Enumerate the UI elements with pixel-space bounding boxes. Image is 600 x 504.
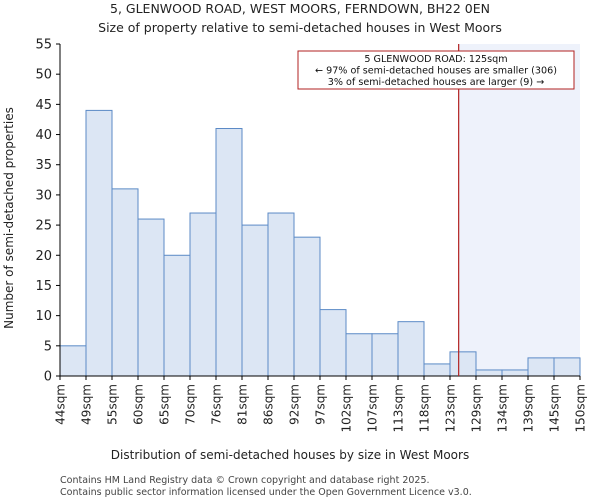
annotation-line: 3% of semi-detached houses are larger (9… [328,77,545,88]
x-tick-label: 76sqm [210,384,224,425]
x-tick-label: 81sqm [236,384,250,425]
highlight-region [458,44,580,376]
y-tick-label: 15 [35,279,52,294]
x-axis-label: Distribution of semi-detached houses by … [111,448,469,462]
y-tick-label: 25 [35,219,52,234]
chart-subtitle: Size of property relative to semi-detach… [98,20,502,35]
x-tick-label: 65sqm [158,384,172,425]
y-tick-label: 20 [35,249,52,264]
y-tick-label: 30 [35,188,52,203]
bar-118sqm [423,363,451,377]
bar-129sqm [475,369,503,377]
y-tick-label: 55 [35,38,52,53]
x-tick-label: 44sqm [54,384,68,425]
footer-line-1: Contains HM Land Registry data © Crown c… [60,475,430,486]
bar-60sqm [137,218,165,377]
bar-113sqm [397,321,425,377]
chart-title: 5, GLENWOOD ROAD, WEST MOORS, FERNDOWN, … [110,1,490,16]
x-tick-label: 145sqm [548,384,562,432]
annotation-box [297,50,575,90]
y-tick-label: 0 [44,370,52,385]
x-tick-label: 118sqm [418,384,432,432]
y-tick-label: 50 [35,68,52,83]
x-tick-label: 92sqm [288,384,302,425]
x-tick-label: 102sqm [340,384,354,432]
y-tick-label: 40 [35,128,52,143]
bar-139sqm [527,357,555,377]
y-tick-label: 10 [35,309,52,324]
y-axis-label: Number of semi-detached properties [2,107,16,329]
x-tick-label: 107sqm [366,384,380,432]
bar-65sqm [163,254,191,377]
bar-44sqm [59,345,87,377]
x-tick-label: 70sqm [184,384,198,425]
bar-92sqm [293,236,321,377]
x-tick-label: 129sqm [470,384,484,432]
x-tick-label: 113sqm [392,384,406,432]
bar-70sqm [189,212,217,377]
annotation-line: 5 GLENWOOD ROAD: 125sqm [364,54,507,65]
bar-86sqm [267,212,295,377]
bar-81sqm [241,224,269,377]
annotation-line: ← 97% of semi-detached houses are smalle… [315,66,557,77]
bar-76sqm [215,128,243,377]
y-tick-label: 5 [44,339,52,354]
bar-97sqm [319,309,347,377]
x-tick-label: 134sqm [496,384,510,432]
x-tick-label: 86sqm [262,384,276,425]
y-tick-label: 35 [35,158,52,173]
x-tick-label: 49sqm [80,384,94,425]
bar-123sqm [449,351,477,377]
bar-145sqm [553,357,581,377]
x-tick-label: 97sqm [314,384,328,425]
x-tick-label: 139sqm [522,384,536,432]
x-tick-label: 60sqm [132,384,146,425]
x-tick-label: 55sqm [106,384,120,425]
x-tick-label: 123sqm [444,384,458,432]
bar-102sqm [345,333,373,377]
y-tick-label: 45 [35,98,52,113]
bar-134sqm [501,369,529,377]
bar-55sqm [111,188,139,377]
bar-49sqm [85,109,113,377]
footer-line-2: Contains public sector information licen… [60,487,472,498]
bar-107sqm [371,333,399,377]
x-tick-label: 150sqm [574,384,588,432]
